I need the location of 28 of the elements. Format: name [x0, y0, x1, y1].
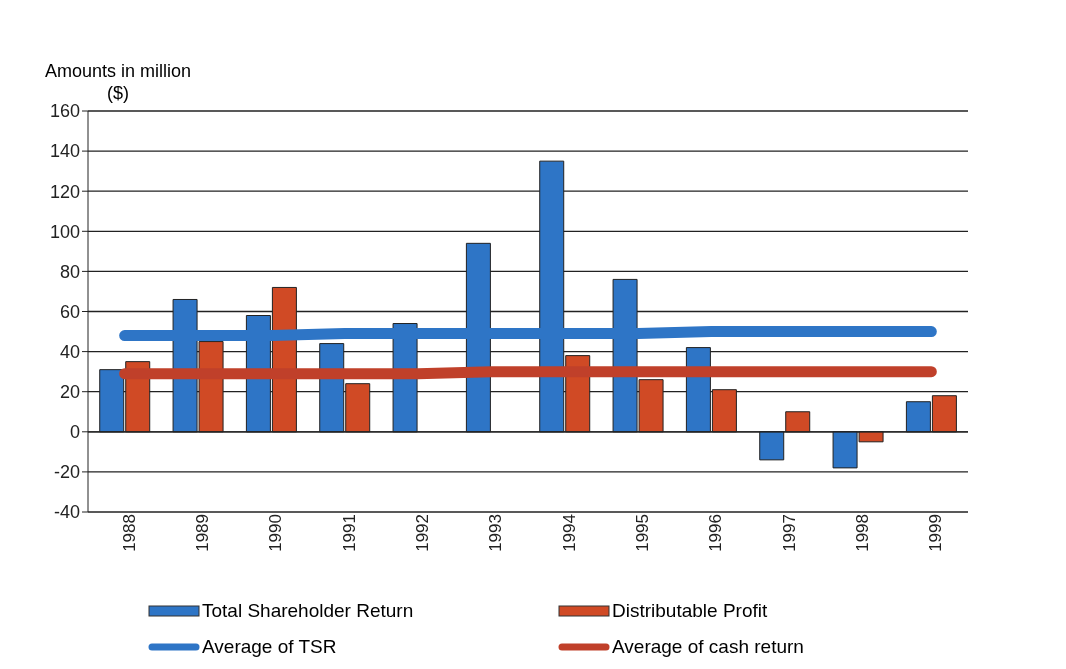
y-axis-title: Amounts in million ($): [44, 61, 192, 103]
x-tick-label: 1991: [339, 514, 359, 552]
x-tick-label: 1997: [779, 514, 799, 552]
y-tick-label: 80: [59, 261, 80, 282]
y-tick-label: 160: [49, 101, 80, 122]
x-tick-label: 1988: [119, 514, 139, 552]
x-tick-label: 1996: [706, 514, 726, 552]
y-tick-label: 140: [49, 141, 80, 162]
x-tick-label: 1992: [413, 514, 433, 552]
y-tick-label: 100: [49, 221, 80, 242]
y-tick-label: 40: [59, 341, 80, 362]
x-tick-label: 1998: [853, 514, 873, 552]
x-tick-label: 1989: [193, 514, 213, 552]
y-tick-label: 0: [69, 422, 80, 443]
x-tick-label: 1993: [486, 514, 506, 552]
y-tick-label: 60: [59, 301, 80, 322]
y-tick-label: 20: [59, 382, 80, 403]
legend-label: Average of TSR: [202, 636, 337, 658]
y-tick-label: 120: [49, 181, 80, 202]
x-tick-label: 1999: [926, 514, 946, 552]
x-tick-label: 1994: [559, 514, 579, 552]
x-tick-label: 1990: [266, 514, 286, 552]
legend-label: Distributable Profit: [612, 600, 768, 622]
legend-label: Total Shareholder Return: [202, 600, 414, 622]
y-tick-label: -40: [53, 502, 80, 523]
x-tick-label: 1995: [633, 514, 653, 552]
legend-label: Average of cash return: [612, 636, 804, 658]
y-tick-label: -20: [53, 462, 80, 483]
